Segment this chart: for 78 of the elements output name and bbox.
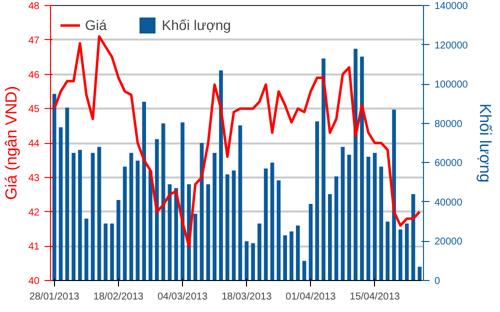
bar (283, 235, 287, 280)
bar (180, 122, 184, 280)
bar (334, 176, 338, 280)
legend-label: Giá (85, 17, 107, 33)
bar (340, 146, 345, 280)
bar (322, 58, 326, 280)
bar (122, 166, 127, 280)
y-tick-label: 43 (28, 172, 40, 184)
bar (232, 170, 236, 280)
y2-tick-label: 40000 (434, 197, 463, 208)
bar (296, 226, 300, 280)
y-tick-label: 42 (28, 207, 40, 218)
y2-tick-label: 80000 (434, 118, 463, 130)
bar (219, 70, 223, 280)
x-tick-label: 28/01/2013 (29, 292, 80, 302)
bar (58, 127, 63, 280)
y-tick-label: 41 (28, 242, 40, 253)
bar (238, 125, 242, 280)
bar (264, 168, 268, 280)
bar (129, 152, 134, 280)
x-tick-label: 15/04/2013 (350, 292, 400, 302)
y-tick-label: 46 (28, 70, 40, 81)
bar (154, 139, 159, 280)
bar (372, 152, 377, 280)
y2-tick-label: 140000 (434, 1, 468, 12)
bar (386, 222, 390, 280)
y-axis-title: Giá (ngân VND) (3, 86, 20, 200)
y-tick-label: 40 (28, 276, 40, 287)
bar (174, 188, 178, 280)
bar (206, 184, 210, 280)
bar (308, 204, 313, 280)
bar (78, 150, 82, 280)
y2-tick-label: 0 (434, 276, 440, 287)
bar (84, 218, 88, 280)
bar (404, 224, 409, 280)
y2-axis-title: Khối lượng (476, 103, 493, 183)
bar (142, 102, 146, 280)
bar (360, 56, 364, 280)
bar (225, 174, 230, 280)
bar (379, 166, 384, 280)
bar (244, 241, 249, 280)
x-tick-label: 04/03/2013 (158, 292, 208, 302)
bar (136, 160, 140, 280)
legend-label: Khối lượng (162, 17, 231, 33)
bar (392, 110, 396, 280)
bar (328, 194, 332, 280)
y-tick-label: 45 (28, 104, 40, 116)
bar (258, 224, 262, 280)
bar (97, 146, 102, 280)
y-tick-label: 48 (28, 1, 40, 12)
bar (116, 200, 120, 280)
bar (290, 231, 294, 280)
bar (212, 152, 216, 280)
bar (72, 152, 76, 280)
x-tick-label: 01/04/2013 (286, 292, 336, 302)
bar (90, 152, 95, 280)
bar (276, 180, 281, 280)
y2-tick-label: 60000 (434, 158, 463, 170)
bar (398, 229, 402, 280)
y2-tick-label: 100000 (434, 80, 468, 91)
bar (52, 94, 56, 280)
bar (366, 156, 370, 280)
x-tick-label: 18/02/2013 (93, 292, 144, 302)
bar (315, 121, 320, 280)
bar (104, 224, 108, 280)
bar (251, 243, 255, 280)
y-tick-label: 44 (28, 138, 40, 150)
bar (65, 108, 70, 280)
bar (354, 48, 358, 280)
bar (148, 170, 152, 280)
bar (110, 224, 114, 280)
bar (347, 154, 352, 280)
bar (270, 162, 274, 280)
y-tick-label: 47 (28, 35, 40, 46)
y2-tick-label: 120000 (434, 40, 468, 52)
bar (193, 214, 198, 280)
y2-tick-label: 20000 (434, 236, 463, 248)
x-tick-label: 18/03/2013 (222, 292, 272, 302)
